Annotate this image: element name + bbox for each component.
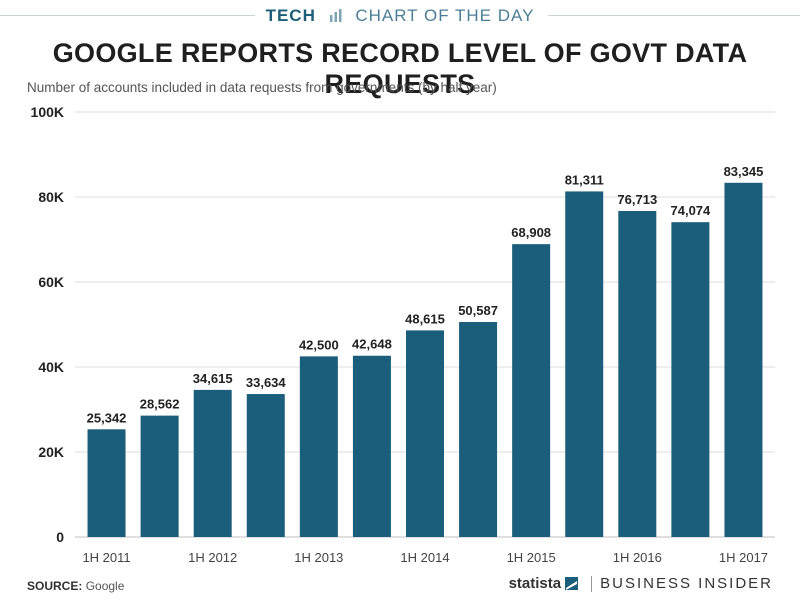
header-rule-left (0, 15, 255, 16)
y-tick-label: 20K (38, 444, 64, 460)
footer-brands: statista BUSINESS INSIDER (509, 575, 773, 592)
chart-header: TECH CHART OF THE DAY (0, 4, 800, 26)
bar (246, 394, 285, 537)
bar (618, 210, 657, 537)
bar (406, 330, 444, 537)
data-label: 68,908 (511, 225, 551, 240)
statista-logo: statista (508, 575, 562, 592)
data-label: 33,634 (246, 375, 287, 390)
bar (724, 182, 763, 537)
source-value: Google (85, 579, 125, 593)
source-label: SOURCE: (27, 579, 83, 593)
header-section: TECH (265, 6, 316, 25)
x-tick-label: 1H 2014 (400, 550, 449, 565)
y-tick-label: 40K (38, 359, 64, 375)
data-label: 76,713 (617, 192, 657, 207)
y-tick-label: 100K (31, 104, 64, 120)
bar (512, 244, 551, 538)
header-rule-right (548, 15, 800, 16)
x-tick-label: 1H 2015 (507, 550, 556, 565)
x-tick-label: 1H 2013 (294, 550, 343, 565)
header-label: TECH CHART OF THE DAY (0, 6, 800, 27)
bar (352, 355, 391, 537)
bar (140, 415, 179, 537)
data-label: 81,311 (565, 172, 604, 187)
x-tick-label: 1H 2016 (613, 550, 662, 565)
data-label: 28,562 (140, 397, 180, 412)
x-tick-label: 1H 2011 (82, 550, 130, 565)
data-label: 83,345 (724, 164, 764, 179)
source-note: SOURCE: Google (27, 579, 124, 593)
x-tick-label: 1H 2012 (188, 550, 237, 565)
bar (87, 429, 126, 537)
data-label: 48,615 (405, 311, 445, 326)
bar (565, 191, 604, 537)
x-tick-label: 1H 2017 (719, 550, 768, 565)
data-label: 50,587 (458, 303, 498, 318)
page-title: GOOGLE REPORTS RECORD LEVEL OF GOVT DATA… (52, 38, 748, 99)
data-label: 42,648 (352, 337, 392, 352)
y-tick-label: 0 (56, 529, 64, 545)
bar-chart-icon (329, 7, 342, 27)
data-label: 42,500 (299, 337, 339, 352)
data-label: 74,074 (671, 203, 712, 218)
chart-subtitle: Number of accounts included in data requ… (27, 80, 497, 95)
y-tick-label: 60K (38, 274, 64, 290)
y-tick-label: 80K (38, 189, 64, 205)
header-chart-of-the-day: CHART OF THE DAY (355, 6, 535, 25)
data-label: 34,615 (193, 371, 233, 386)
bar (671, 222, 710, 538)
bar (193, 389, 232, 537)
bar (299, 356, 338, 537)
data-label: 25,342 (87, 410, 127, 425)
bar (459, 322, 498, 537)
statista-flag-icon (565, 577, 579, 590)
brand-divider (591, 575, 593, 592)
business-insider-logo: BUSINESS INSIDER (600, 575, 773, 592)
